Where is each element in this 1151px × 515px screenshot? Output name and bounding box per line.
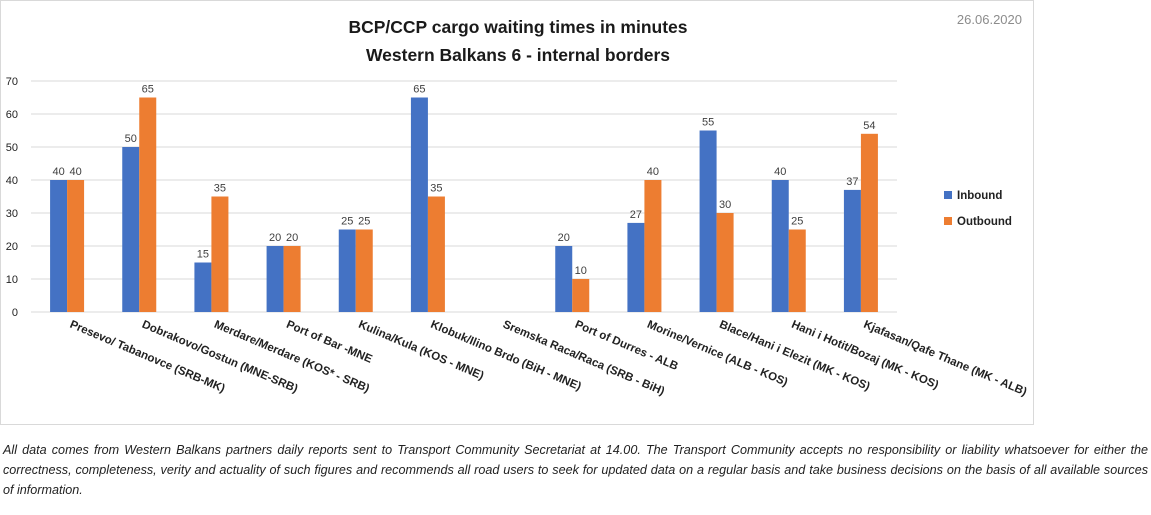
bar-inbound (627, 222, 645, 312)
legend: Inbound Outbound (944, 190, 1012, 228)
bar-inbound (410, 97, 428, 312)
data-label-outbound: 35 (214, 183, 226, 195)
bar-inbound (266, 246, 284, 312)
bar-inbound (843, 189, 861, 312)
bar-outbound (283, 246, 301, 312)
data-label-inbound: 27 (630, 209, 642, 221)
y-tick-label: 0 (12, 307, 18, 319)
bar-chart: BCP/CCP cargo waiting times in minutes W… (6, 12, 1029, 399)
data-label-inbound: 15 (197, 249, 209, 261)
data-label-inbound: 40 (774, 166, 786, 178)
legend-label-outbound: Outbound (957, 216, 1012, 228)
chart-title-line-1: BCP/CCP cargo waiting times in minutes (348, 17, 687, 37)
data-label-outbound: 20 (286, 232, 298, 244)
y-tick-label: 30 (6, 208, 18, 220)
bar-inbound (338, 229, 356, 312)
data-label-outbound: 25 (358, 216, 370, 228)
data-label-inbound: 40 (52, 166, 64, 178)
y-tick-label: 10 (6, 274, 18, 286)
data-label-inbound: 20 (269, 232, 281, 244)
bar-inbound (50, 180, 68, 312)
data-label-outbound: 35 (430, 183, 442, 195)
y-tick-label: 20 (6, 241, 18, 253)
x-axis-categories: Presevo/ Tabanovce (SRB-MK)Dobrakovo/Gos… (68, 319, 1029, 399)
bar-outbound (860, 133, 878, 312)
data-labels: 40 50 15 20 25 65 20 27 55 40 37 40 65 35 20 25 35 10 40 30… (52, 84, 875, 278)
disclaimer-text: All data comes from Western Balkans part… (3, 443, 1148, 497)
data-label-outbound: 30 (719, 199, 731, 211)
bar-outbound (788, 229, 806, 312)
y-tick-label: 40 (6, 175, 18, 187)
chart-title-line-2: Western Balkans 6 - internal borders (366, 45, 670, 65)
bar-inbound (122, 147, 140, 312)
bar-outbound (427, 196, 445, 312)
data-label-outbound: 65 (142, 84, 154, 96)
data-label-outbound: 54 (863, 120, 875, 132)
legend-swatch-inbound (944, 191, 952, 199)
bar-outbound (716, 213, 734, 312)
y-axis-ticks: 0 10 20 30 40 50 60 70 (6, 76, 18, 319)
data-label-inbound: 20 (558, 232, 570, 244)
x-category-label: Kulina/Kula (KOS - MNE) (357, 319, 486, 383)
bar-outbound (211, 196, 229, 312)
bar-outbound (139, 97, 157, 312)
data-label-inbound: 55 (702, 117, 714, 129)
gridlines (31, 80, 897, 313)
y-tick-label: 60 (6, 109, 18, 121)
data-label-outbound: 25 (791, 216, 803, 228)
data-label-inbound: 25 (341, 216, 353, 228)
legend-label-inbound: Inbound (957, 190, 1002, 202)
bar-inbound (194, 262, 212, 312)
bar-inbound (699, 130, 717, 312)
data-label-inbound: 50 (125, 133, 137, 145)
legend-swatch-outbound (944, 217, 952, 225)
data-label-outbound: 40 (647, 166, 659, 178)
chart-frame: BCP/CCP cargo waiting times in minutes W… (0, 0, 1034, 425)
y-tick-label: 70 (6, 76, 18, 88)
data-label-inbound: 37 (846, 176, 858, 188)
bar-outbound (355, 229, 373, 312)
report-date: 26.06.2020 (957, 12, 1022, 27)
bar-inbound (771, 180, 789, 312)
data-label-inbound: 65 (413, 84, 425, 96)
bar-outbound (572, 279, 590, 312)
y-tick-label: 50 (6, 142, 18, 154)
bar-outbound (644, 180, 662, 312)
data-label-outbound: 10 (575, 265, 587, 277)
bars (50, 97, 878, 312)
bar-inbound (555, 246, 573, 312)
data-label-outbound: 40 (69, 166, 81, 178)
bar-outbound (67, 180, 85, 312)
